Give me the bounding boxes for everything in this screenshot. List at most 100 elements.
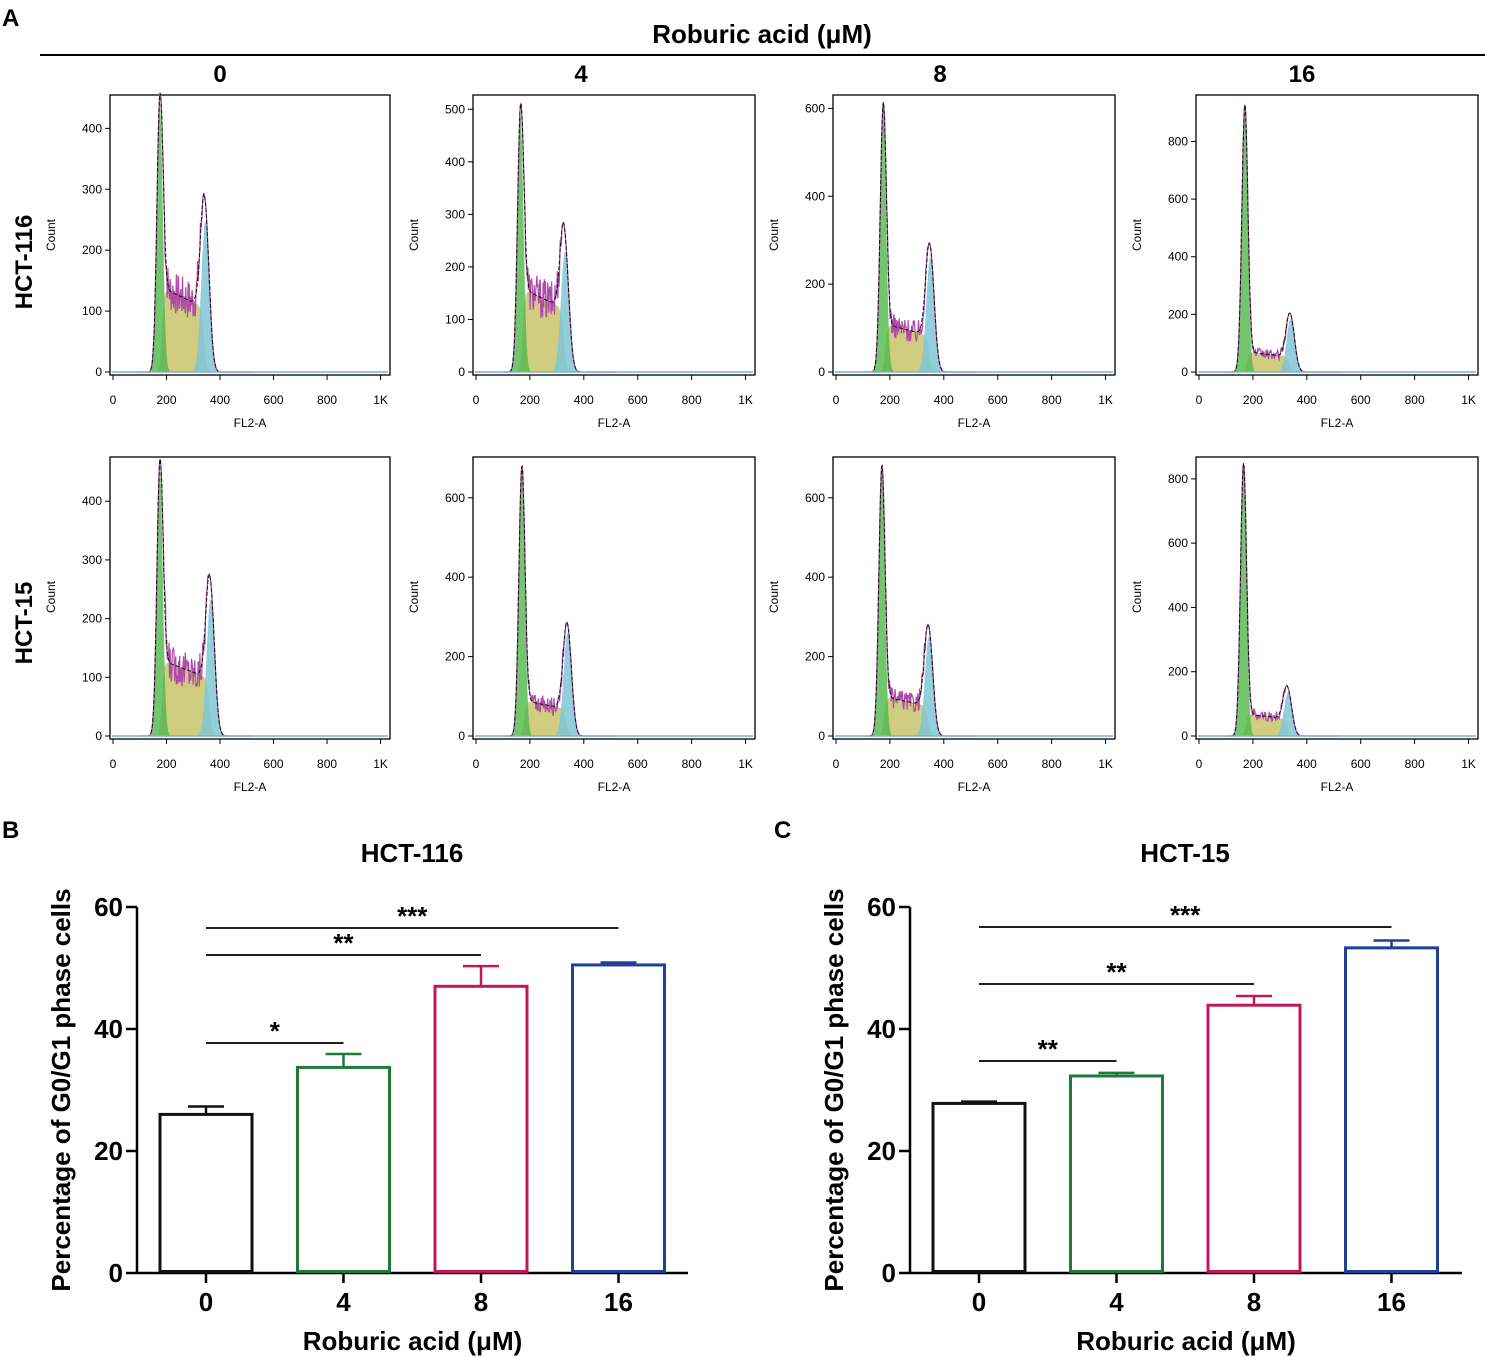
y-tick-label: 0 (95, 365, 102, 379)
x-tick-label: 1K (738, 757, 753, 771)
x-tick-label: 200 (520, 393, 540, 407)
x-tick-label: 400 (574, 757, 594, 771)
x-tick-label: 200 (1243, 393, 1263, 407)
y-tick-label: 100 (82, 670, 102, 684)
y-tick-label: 100 (445, 312, 465, 326)
s-phase-area (1225, 352, 1340, 372)
x-tick-label: 200 (157, 393, 177, 407)
column-header-4: 4 (574, 61, 588, 88)
g1-phase-area (139, 469, 253, 736)
x-tick-label: 0 (473, 393, 480, 407)
s-phase-area (862, 698, 977, 736)
y-axis-label: Count (44, 580, 58, 613)
x-tick-label: 1K (1461, 757, 1476, 771)
significance-label: *** (1170, 900, 1201, 930)
x-axis-label: FL2-A (1321, 780, 1354, 794)
y-tick-label: 200 (805, 277, 825, 291)
y-tick-label: 600 (805, 101, 825, 115)
y-axis-label: Count (767, 580, 781, 613)
x-axis-label: FL2-A (234, 416, 267, 430)
x-axis-label: FL2-A (598, 416, 631, 430)
y-tick-label: 400 (82, 121, 102, 135)
x-tick-label: 1K (1098, 393, 1113, 407)
histogram-hct-15-4: 0 200 400 600 0 200 400 600 800 1K FL2-A Count (407, 456, 756, 794)
y-axis-label: Count (407, 218, 421, 251)
x-tick-label: 400 (1297, 393, 1317, 407)
x-tick-label: 600 (264, 757, 284, 771)
y-tick-label: 0 (458, 365, 465, 379)
histogram-frame (832, 456, 1116, 740)
y-tick-label: 200 (805, 650, 825, 664)
x-tick-label: 400 (210, 757, 230, 771)
y-tick-label: 600 (445, 491, 465, 505)
y-tick-label: 0 (818, 365, 825, 379)
y-tick-label: 400 (1168, 600, 1188, 614)
y-axis-label: Count (44, 218, 58, 251)
y-tick-label: 0 (818, 729, 825, 743)
y-tick-label: 40 (94, 1014, 123, 1044)
significance-label: *** (397, 901, 428, 931)
y-tick-label: 200 (82, 243, 102, 257)
y-tick-label: 500 (445, 102, 465, 116)
significance-label: ** (1038, 1034, 1059, 1064)
y-tick-label: 400 (805, 189, 825, 203)
x-tick-label: 200 (157, 757, 177, 771)
y-tick-label: 20 (867, 1136, 896, 1166)
column-header-8: 8 (933, 61, 946, 88)
x-tick-label: 400 (934, 757, 954, 771)
y-tick-label: 600 (1168, 192, 1188, 206)
x-tick-label: 0 (833, 757, 840, 771)
histogram-hct-116-8: 0 200 400 600 0 200 400 600 800 1K FL2-A Count (767, 94, 1116, 430)
bar-8 (1206, 1003, 1302, 1274)
y-tick-label: 400 (445, 155, 465, 169)
panel-a-header: Roburic acid (μM) (652, 19, 872, 49)
x-tick-label: 1K (1098, 757, 1113, 771)
y-tick-label: 200 (445, 650, 465, 664)
x-tick-label: 800 (317, 757, 337, 771)
x-tick-label: 600 (1351, 757, 1371, 771)
histogram-frame (109, 456, 391, 740)
x-tick-label: 200 (880, 757, 900, 771)
y-tick-label: 200 (1168, 307, 1188, 321)
y-tick-label: 300 (82, 182, 102, 196)
y-tick-label: 60 (867, 892, 896, 922)
y-tick-label: 20 (94, 1136, 123, 1166)
x-tick-label: 1K (738, 393, 753, 407)
y-tick-label: 0 (95, 729, 102, 743)
histogram-frame (109, 94, 391, 376)
y-tick-label: 0 (1181, 729, 1188, 743)
x-tick-label: 0 (1196, 757, 1203, 771)
x-tick-label: 800 (1042, 393, 1062, 407)
x-tick-label: 800 (1405, 757, 1425, 771)
x-tick-label: 200 (880, 393, 900, 407)
y-tick-label: 0 (882, 1258, 896, 1288)
bar-4 (296, 1065, 391, 1274)
histogram-hct-15-16: 0 200 400 600 800 0 200 400 600 800 1K FL2-A Count (1130, 456, 1479, 794)
y-axis-label: Count (767, 218, 781, 251)
histogram-hct-116-4: 0 100 200 300 400 500 0 200 400 600 800 1K FL2-A Coun… (407, 94, 756, 430)
x-tick-label: 0 (833, 393, 840, 407)
y-axis-label: Count (1130, 580, 1144, 613)
s-phase-area (139, 663, 253, 736)
y-tick-label: 600 (805, 491, 825, 505)
histogram-hct-15-8: 0 200 400 600 0 200 400 600 800 1K FL2-A Count (767, 456, 1116, 794)
y-tick-label: 600 (1168, 536, 1188, 550)
x-tick-label: 4 (1109, 1287, 1124, 1317)
x-tick-label: 600 (1351, 393, 1371, 407)
y-axis-label: Count (1130, 218, 1144, 251)
y-tick-label: 400 (805, 570, 825, 584)
y-axis-label: Count (407, 580, 421, 613)
y-tick-label: 40 (867, 1014, 896, 1044)
x-tick-label: 1K (1461, 393, 1476, 407)
x-tick-label: 200 (1243, 757, 1263, 771)
column-header-16: 16 (1289, 61, 1316, 88)
bar-0 (158, 1112, 254, 1274)
histogram-hct-15-0: 0 100 200 300 400 0 200 400 600 800 1K FL2-A Count (44, 456, 391, 794)
x-tick-label: 600 (988, 393, 1008, 407)
y-tick-label: 400 (1168, 250, 1188, 264)
y-tick-label: 200 (82, 612, 102, 626)
x-tick-label: 400 (934, 393, 954, 407)
x-tick-label: 0 (473, 757, 480, 771)
histogram-hct-116-0: 0 100 200 300 400 0 200 400 600 800 1K FL2-A Count (44, 92, 391, 430)
